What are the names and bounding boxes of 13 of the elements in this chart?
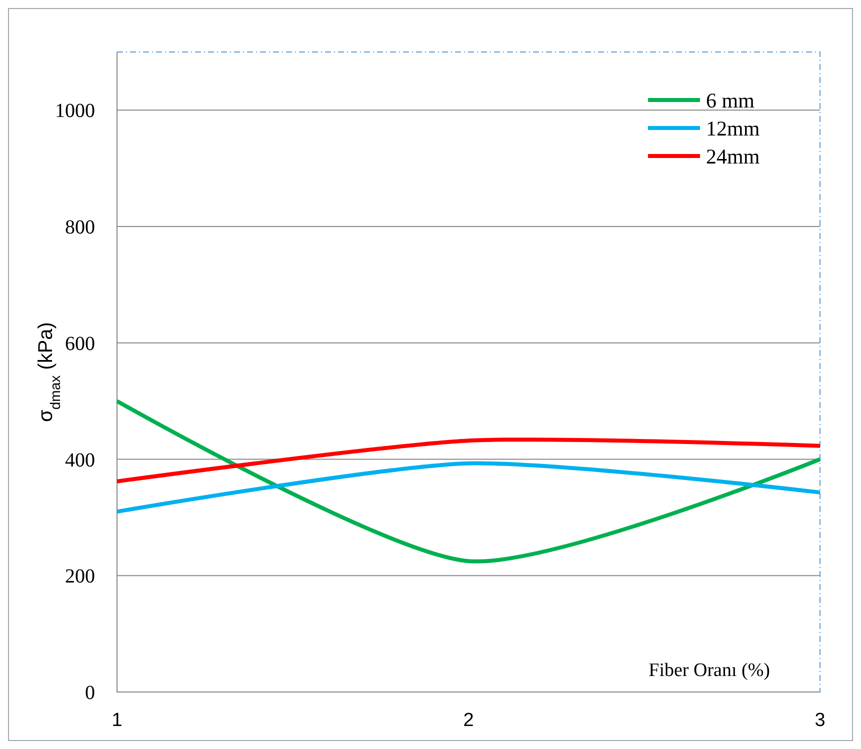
x-tick-label: 3 bbox=[814, 710, 826, 731]
y-tick-label: 800 bbox=[65, 216, 95, 239]
y-tick-label: 600 bbox=[65, 332, 95, 355]
y-tick-label: 400 bbox=[65, 449, 95, 472]
legend-label: 12mm bbox=[706, 116, 760, 140]
x-tick-label: 1 bbox=[112, 710, 122, 731]
y-tick-label: 200 bbox=[65, 566, 95, 588]
y-tick-label: 1000 bbox=[55, 100, 95, 122]
x-tick-label: 2 bbox=[463, 710, 474, 731]
legend-label: 6 mm bbox=[706, 88, 754, 112]
legend-label: 24mm bbox=[706, 144, 760, 168]
x-axis-title: Fiber Oranı (%) bbox=[648, 660, 770, 681]
y-tick-label: 0 bbox=[85, 682, 95, 704]
